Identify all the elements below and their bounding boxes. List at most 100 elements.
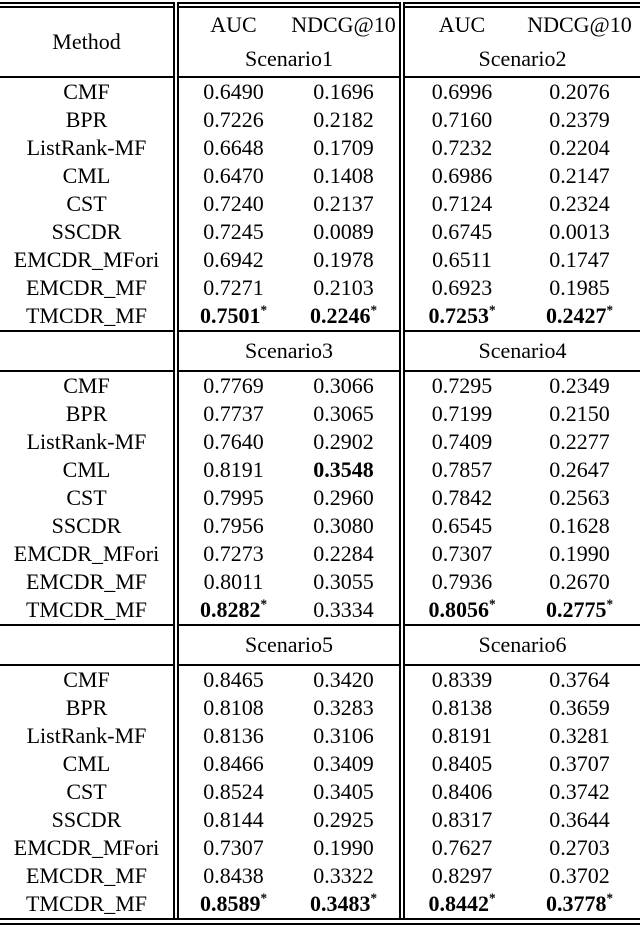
metric-value-cell: 0.2647 bbox=[519, 456, 640, 484]
metric-value-cell: 0.2427* bbox=[519, 302, 640, 332]
metric-value-cell: 0.8056* bbox=[399, 596, 519, 626]
metric-value-cell: 0.8465 bbox=[173, 665, 288, 694]
metric-value: 0.8138 bbox=[431, 695, 493, 721]
metric-value: 0.7640 bbox=[203, 429, 264, 455]
metric-value: 0.3420 bbox=[313, 667, 374, 693]
metric-value: 0.3281 bbox=[549, 723, 610, 749]
metric-value-cell: 0.8108 bbox=[173, 694, 288, 722]
table-row: EMCDR_MFori 0.6942 0.1978 0.6511 0.1747 bbox=[0, 246, 640, 274]
metric-value: 0.6986 bbox=[431, 163, 493, 189]
metric-value: 0.7307 bbox=[431, 541, 493, 567]
metric-value-cell: 0.3106 bbox=[288, 722, 402, 750]
metric-value: 0.1696 bbox=[313, 79, 374, 105]
metric-value-cell: 0.7409 bbox=[399, 428, 519, 456]
metric-value-cell: 0.3281 bbox=[519, 722, 640, 750]
metric-value-cell: 0.7307 bbox=[173, 834, 288, 862]
metric-value: 0.2147 bbox=[549, 163, 610, 189]
metric-value-cell: 0.6545 bbox=[399, 512, 519, 540]
metric-value-cell: 0.1978 bbox=[288, 246, 402, 274]
metric-value-cell: 0.7995 bbox=[173, 484, 288, 512]
scenario-header-left: Scenario3 bbox=[173, 331, 402, 372]
metric-value-cell: 0.8438 bbox=[173, 862, 288, 890]
section-header-spacer bbox=[0, 625, 176, 666]
metric-value-cell: 0.6986 bbox=[399, 162, 519, 190]
method-label: EMCDR_MF bbox=[25, 569, 148, 595]
metric-value-cell: 0.1628 bbox=[519, 512, 640, 540]
metric-value-cell: 0.3322 bbox=[288, 862, 402, 890]
metric-header-auc-left: AUC bbox=[173, 5, 288, 41]
metric-value: 0.7160 bbox=[431, 107, 493, 133]
metric-value-cell: 0.6923 bbox=[399, 274, 519, 302]
metric-value: 0.3322 bbox=[313, 863, 374, 889]
method-label: EMCDR_MF bbox=[25, 863, 148, 889]
metric-value: 0.3483 bbox=[309, 891, 371, 917]
metric-value-cell: 0.1408 bbox=[288, 162, 402, 190]
metric-header-auc-right: AUC bbox=[399, 5, 519, 41]
metric-value-cell: 0.3707 bbox=[519, 750, 640, 778]
metric-header-row: Method AUC NDCG@10 AUC NDCG@10 bbox=[0, 5, 640, 78]
metric-value: 0.1709 bbox=[313, 135, 374, 161]
metric-value: 0.3405 bbox=[313, 779, 374, 805]
metric-value: 0.3334 bbox=[313, 597, 374, 623]
metric-value: 0.2379 bbox=[549, 107, 610, 133]
metric-value-cell: 0.6511 bbox=[399, 246, 519, 274]
significance-star-icon: * bbox=[606, 597, 614, 613]
metric-value-cell: 0.3702 bbox=[519, 862, 640, 890]
metric-value: 0.3409 bbox=[313, 751, 374, 777]
metric-value-cell: 0.2147 bbox=[519, 162, 640, 190]
metric-value-cell: 0.2246* bbox=[288, 302, 402, 332]
metric-value-cell: 0.7232 bbox=[399, 134, 519, 162]
metric-value: 0.2150 bbox=[549, 401, 610, 427]
metric-value: 0.8191 bbox=[203, 457, 264, 483]
metric-value-cell: 0.8136 bbox=[173, 722, 288, 750]
metric-value-cell: 0.6470 bbox=[173, 162, 288, 190]
method-label: ListRank-MF bbox=[26, 135, 147, 161]
metric-value: 0.7271 bbox=[203, 275, 264, 301]
table-row: CST 0.7995 0.2960 0.7842 0.2563 bbox=[0, 484, 640, 512]
table-row: SSCDR 0.7245 0.0089 0.6745 0.0013 bbox=[0, 218, 640, 246]
metric-value-cell: 0.2960 bbox=[288, 484, 402, 512]
metric-value: 0.7199 bbox=[431, 401, 493, 427]
metric-value: 0.7273 bbox=[203, 541, 264, 567]
metric-value-cell: 0.2324 bbox=[519, 190, 640, 218]
metric-value: 0.2277 bbox=[549, 429, 610, 455]
metric-value: 0.7501 bbox=[199, 303, 261, 329]
section-header-spacer bbox=[0, 331, 176, 372]
metric-value-cell: 0.8138 bbox=[399, 694, 519, 722]
metric-value: 0.8011 bbox=[203, 569, 264, 595]
metric-value-cell: 0.8282* bbox=[173, 596, 288, 626]
metric-value-cell: 0.7936 bbox=[399, 568, 519, 596]
metric-value-cell: 0.1696 bbox=[288, 77, 402, 106]
metric-value-cell: 0.3420 bbox=[288, 665, 402, 694]
metric-value-cell: 0.6490 bbox=[173, 77, 288, 106]
method-label: CST bbox=[66, 779, 107, 805]
metric-value-cell: 0.8442* bbox=[399, 890, 519, 922]
metric-value: 0.6490 bbox=[203, 79, 264, 105]
method-label: BPR bbox=[65, 107, 108, 133]
metric-value-cell: 0.3742 bbox=[519, 778, 640, 806]
metric-value-cell: 0.7240 bbox=[173, 190, 288, 218]
metric-value: 0.7769 bbox=[203, 373, 264, 399]
method-label: CMF bbox=[63, 79, 110, 105]
metric-value: 0.2960 bbox=[313, 485, 374, 511]
table-row: BPR 0.8108 0.3283 0.8138 0.3659 bbox=[0, 694, 640, 722]
metric-value-cell: 0.8191 bbox=[173, 456, 288, 484]
metric-value-cell: 0.2379 bbox=[519, 106, 640, 134]
metric-value-cell: 0.3778* bbox=[519, 890, 640, 922]
table-row: BPR 0.7737 0.3065 0.7199 0.2150 bbox=[0, 400, 640, 428]
metric-value: 0.2137 bbox=[313, 191, 374, 217]
metric-value: 0.7226 bbox=[203, 107, 264, 133]
metric-value: 0.8056 bbox=[428, 597, 489, 623]
metric-value: 0.7737 bbox=[203, 401, 264, 427]
metric-value: 0.8465 bbox=[203, 667, 264, 693]
method-label: EMCDR_MF bbox=[25, 275, 148, 301]
metric-value: 0.1978 bbox=[313, 247, 374, 273]
metric-value-cell: 0.2284 bbox=[288, 540, 402, 568]
metric-value-cell: 0.8406 bbox=[399, 778, 519, 806]
metric-value: 0.7240 bbox=[203, 191, 264, 217]
metric-value-cell: 0.7226 bbox=[173, 106, 288, 134]
significance-star-icon: * bbox=[606, 891, 614, 907]
metric-value: 0.3742 bbox=[549, 779, 610, 805]
metric-value: 0.8438 bbox=[203, 863, 264, 889]
metric-value-cell: 0.2204 bbox=[519, 134, 640, 162]
